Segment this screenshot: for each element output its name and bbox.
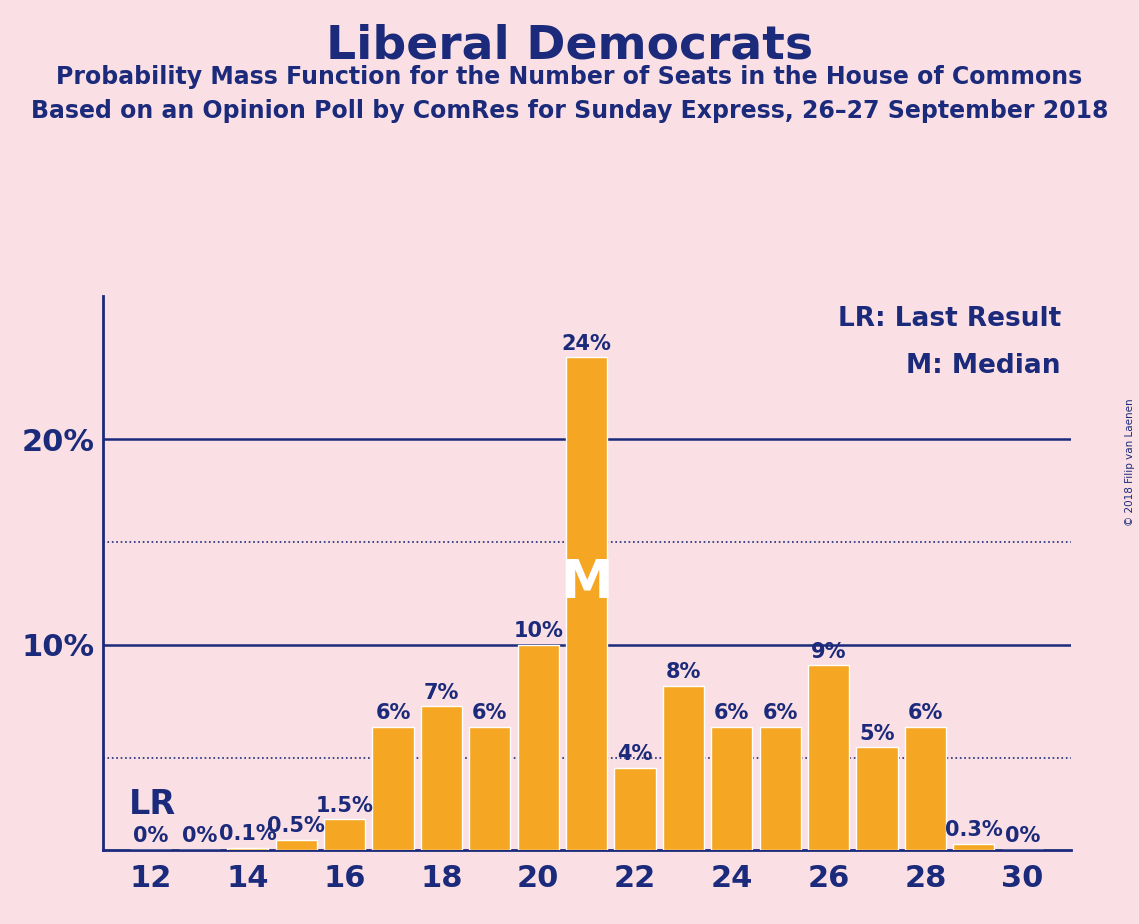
Bar [276,840,317,850]
Text: 24%: 24% [562,334,612,354]
Text: 6%: 6% [762,703,798,723]
Text: Probability Mass Function for the Number of Seats in the House of Commons: Probability Mass Function for the Number… [56,65,1083,89]
Bar [469,727,510,850]
Text: M: Median: M: Median [907,353,1062,379]
Text: 6%: 6% [908,703,943,723]
Bar [760,727,801,850]
Text: 0%: 0% [1005,826,1040,846]
Text: 9%: 9% [811,641,846,662]
Text: M: M [560,557,613,609]
Text: 0.3%: 0.3% [945,821,1002,840]
Text: LR: LR [129,788,177,821]
Text: 5%: 5% [859,723,895,744]
Bar [711,727,753,850]
Bar [372,727,413,850]
Text: 6%: 6% [375,703,411,723]
Text: 6%: 6% [714,703,749,723]
Text: Based on an Opinion Poll by ComRes for Sunday Express, 26–27 September 2018: Based on an Opinion Poll by ComRes for S… [31,99,1108,123]
Bar [808,665,850,850]
Bar [614,768,656,850]
Text: Liberal Democrats: Liberal Democrats [326,23,813,68]
Bar [566,358,607,850]
Text: 0%: 0% [133,826,169,846]
Text: 10%: 10% [514,621,563,641]
Text: 4%: 4% [617,744,653,764]
Text: 1.5%: 1.5% [316,796,374,816]
Text: 0.1%: 0.1% [219,824,277,845]
Text: 0.5%: 0.5% [268,816,325,836]
Bar [663,686,704,850]
Text: 8%: 8% [665,663,702,682]
Text: LR: Last Result: LR: Last Result [837,306,1062,332]
Bar [953,844,994,850]
Text: 6%: 6% [472,703,508,723]
Text: 7%: 7% [424,683,459,702]
Bar [420,706,462,850]
Text: © 2018 Filip van Laenen: © 2018 Filip van Laenen [1125,398,1134,526]
Bar [517,645,559,850]
Text: 0%: 0% [181,826,218,846]
Bar [227,848,269,850]
Bar [904,727,947,850]
Bar [323,820,366,850]
Bar [857,748,898,850]
